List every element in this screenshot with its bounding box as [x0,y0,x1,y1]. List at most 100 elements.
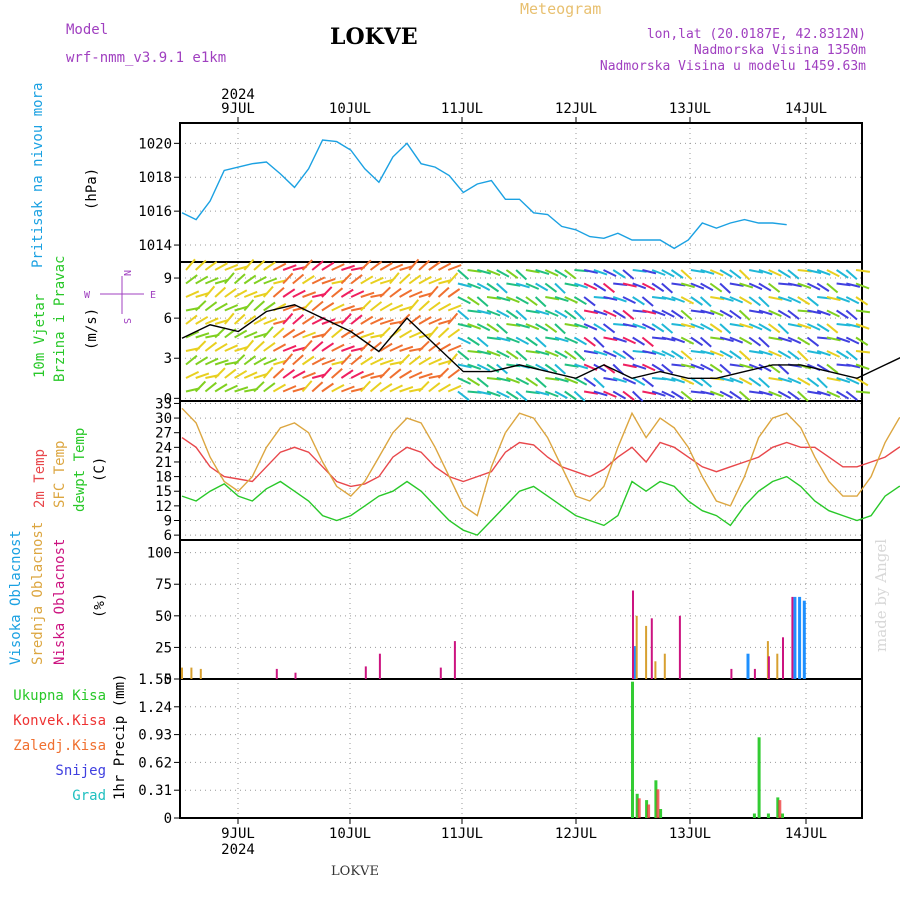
day-label-bottom: 13JUL [669,826,711,842]
wind-arrow [632,377,646,387]
value-tick-label: 12 [155,499,172,515]
compass-w: W [84,290,91,301]
precip-bar [654,780,658,818]
wind-arrow [321,277,336,285]
wind-arrow [777,309,791,319]
wind-arrow [195,315,209,325]
wind-arrow [263,277,278,285]
wind-arrow [797,336,811,346]
cloud-bar [654,661,657,679]
wind-arrow [389,344,404,352]
wind-arrow [544,323,558,334]
temp-line-1 [181,407,900,517]
panel-frames [179,122,863,819]
wind-arrow [350,274,363,285]
wind-arrow [369,301,383,312]
wind-unit: (m/s) [84,308,100,350]
wind-arrow [641,336,654,348]
wind-arrow [816,282,830,292]
wind-arrow [699,336,712,348]
wind-arrow [690,269,705,274]
wind-arrow [641,296,654,307]
cloud-bar [275,668,278,679]
wind-arrow [253,316,267,325]
wind-arrow [729,390,742,401]
wind-arrow [408,330,423,339]
wind-arrow [331,287,344,298]
wind-arrow [845,269,858,280]
wind-arrow [185,314,198,325]
day-label-top: 9JUL [221,101,255,117]
value-tick-label: 100 [147,546,172,562]
wind-arrow [680,390,693,402]
wind-arrow [360,380,372,393]
wind-arrow [738,309,751,321]
wind-arrow [457,390,470,401]
value-tick-label: 9 [164,271,172,287]
wind-arrow [826,296,841,302]
wind-arrow [729,377,744,384]
wind-arrow [224,304,239,312]
wind-arrow [758,309,773,316]
wind-arrow [428,341,441,352]
wind-arrow [797,377,811,386]
wind-arrow [398,313,411,325]
wind-arrow [467,282,482,290]
wind-arrow [418,292,433,298]
wind-arrow [195,275,209,285]
wind-arrow [729,336,744,344]
cloud-bar [753,668,756,679]
wind-arrow [700,282,714,292]
wind-arrow [486,350,501,357]
day-label-bottom: 11JUL [441,826,483,842]
wind-arrow [418,275,432,285]
wind-arrow [243,258,255,271]
wind-arrow [719,269,733,278]
value-tick-label: 27 [155,426,172,442]
wind-arrow [476,363,491,372]
wind-arrow [641,363,656,372]
wind-arrow [544,363,558,374]
wind-arrow [234,369,248,379]
wind-arrow [272,262,287,271]
wind-arrow [447,304,462,312]
wind-arrow [282,288,296,298]
wind-arrow [321,382,334,393]
wind-arrow [661,296,676,302]
precip-bar [776,797,780,818]
coords-text: lon,lat (20.0187E, 42.8312N) [647,27,866,42]
wind-arrow [408,299,420,312]
wind-arrow [243,339,255,352]
wind-arrow [777,363,790,375]
wind-arrow [816,350,831,357]
precip-bar [757,737,761,818]
wind-arrow [214,286,227,298]
wind-arrow [282,328,296,339]
wind-arrow [476,336,489,348]
wind-arrow [282,385,297,393]
wind-arrow [321,286,333,298]
wind-arrow [301,315,315,325]
wind-arrow [253,372,268,379]
wind-arrow [612,377,627,384]
wind-arrow [826,350,841,358]
wind-arrow [632,323,647,330]
value-tick-label: 25 [155,640,172,656]
precip-bar [752,813,756,818]
wind-arrow [738,350,751,362]
wind-arrow [185,330,200,339]
wind-arrow [224,344,239,352]
wind-arrow [670,350,684,360]
wind-arrow [690,309,705,314]
wind-arrow [826,323,839,334]
wind-arrow [777,323,790,335]
wind-arrow [836,296,851,303]
wind-arrow [749,350,764,355]
cloud-bar [453,641,456,679]
wind-arrow [554,282,566,294]
wind-arrow [399,345,414,352]
wind-arrow [437,327,450,339]
value-tick-label: 18 [155,470,172,486]
wind-arrow [554,269,568,279]
wind-arrow [661,336,676,342]
